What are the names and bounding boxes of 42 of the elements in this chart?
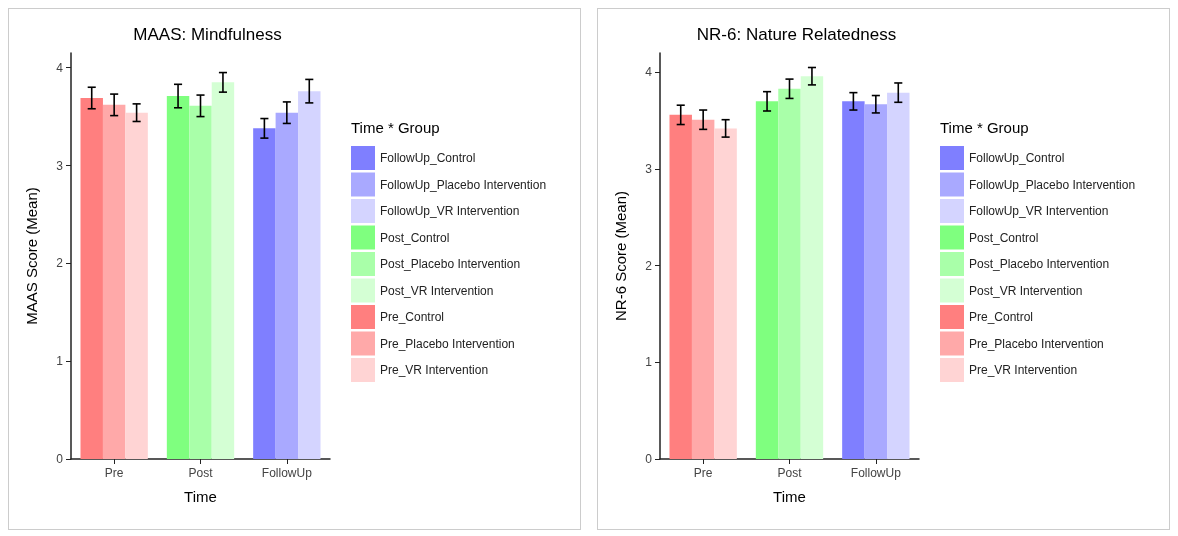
x-tick-label: Pre: [693, 466, 713, 480]
legend-label: Pre_VR Intervention: [380, 363, 489, 377]
legend-label: Pre_Placebo Intervention: [380, 336, 515, 351]
legend-label: Post_Control: [969, 230, 1039, 245]
legend-title: Time * Group: [940, 119, 1029, 136]
y-tick-label: 1: [645, 355, 653, 370]
legend-label: FollowUp_VR Intervention: [969, 204, 1109, 218]
legend-label: Pre_Placebo Intervention: [969, 336, 1104, 351]
y-axis-title: NR-6 Score (Mean): [612, 190, 629, 322]
legend-label: Post_Control: [380, 230, 450, 245]
legend-label: Pre_VR Intervention: [969, 363, 1078, 377]
y-tick-label: 2: [645, 258, 653, 273]
y-tick-label: 4: [645, 65, 653, 80]
legend-label: FollowUp_Control: [380, 151, 476, 165]
x-tick-label: Post: [188, 466, 214, 480]
legend-label: FollowUp_Placebo Intervention: [969, 177, 1136, 192]
legend-label: Post_VR Intervention: [380, 283, 494, 298]
x-tick-label: FollowUp: [261, 466, 313, 480]
legend-label: Pre_Control: [969, 310, 1034, 324]
x-axis-title: Time: [184, 488, 217, 505]
y-tick-label: 2: [56, 256, 64, 271]
legend-label: FollowUp_Control: [969, 151, 1065, 165]
legend-label: Post_VR Intervention: [969, 283, 1083, 298]
y-tick-label: 3: [56, 158, 64, 173]
legend-label: FollowUp_Placebo Intervention: [380, 177, 547, 192]
y-tick-label: 4: [56, 60, 64, 75]
legend-label: FollowUp_VR Intervention: [380, 204, 520, 218]
legend-label: Post_Placebo Intervention: [969, 257, 1110, 271]
legend-title: Time * Group: [351, 119, 440, 136]
y-axis-title: MAAS Score (Mean): [23, 187, 40, 325]
x-tick-label: Post: [777, 466, 803, 480]
legend-label: Post_Placebo Intervention: [380, 257, 521, 271]
chart-title: MAAS: Mindfulness: [133, 25, 282, 44]
y-tick-label: 1: [56, 354, 64, 369]
legend-label: Pre_Control: [380, 310, 445, 324]
y-tick-label: 3: [645, 162, 653, 176]
x-tick-label: FollowUp: [850, 466, 902, 480]
chart-title: NR-6: Nature Relatedness: [696, 25, 897, 44]
y-tick-label: 0: [645, 452, 653, 466]
x-axis-title: Time: [773, 488, 806, 505]
y-tick-label: 0: [56, 452, 64, 466]
x-tick-label: Pre: [104, 466, 124, 480]
